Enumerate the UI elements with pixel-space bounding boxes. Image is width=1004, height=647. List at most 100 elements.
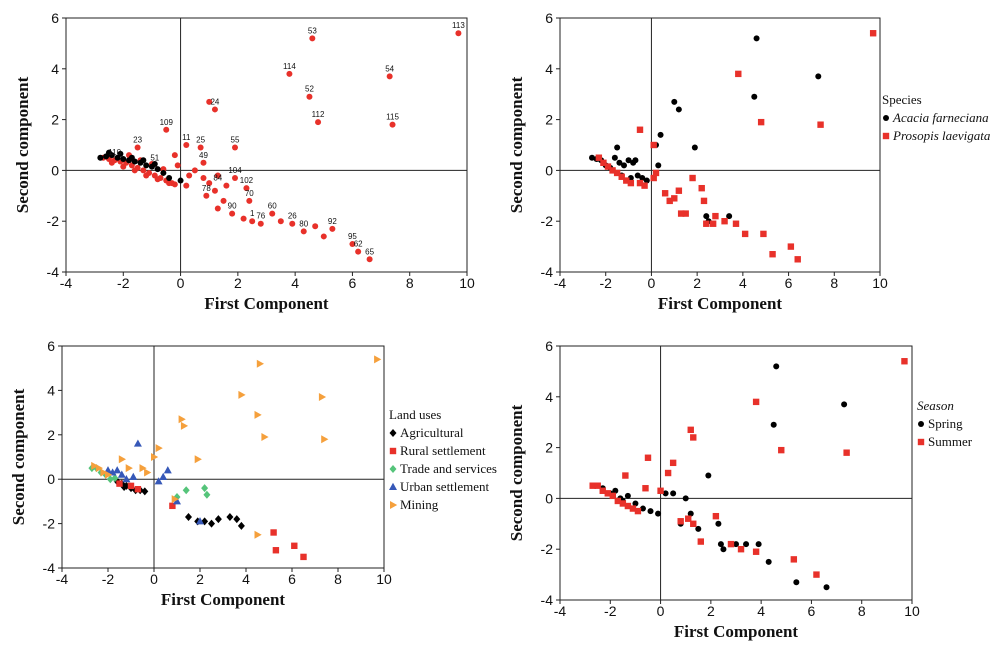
data-point	[111, 474, 119, 483]
x-tick-label: -2	[599, 275, 612, 291]
data-point	[208, 519, 215, 528]
data-point	[641, 182, 648, 189]
data-point	[625, 157, 632, 164]
x-axis-title: First Component	[161, 590, 286, 609]
x-tick-label: 2	[196, 571, 204, 587]
legend-item-label: Acacia farneciana	[892, 110, 989, 125]
data-point	[117, 470, 126, 478]
data-point	[636, 179, 644, 187]
data-point	[600, 159, 607, 166]
data-point	[206, 98, 213, 105]
data-point	[220, 197, 227, 204]
data-point	[642, 485, 649, 492]
legend-item-label: Spring	[928, 416, 963, 431]
legend-item-label: Summer	[928, 434, 973, 449]
data-point	[671, 195, 678, 202]
x-tick-label: -2	[102, 571, 115, 587]
data-point	[231, 144, 238, 151]
data-point	[594, 482, 601, 489]
point-label: 110	[108, 148, 121, 157]
y-tick-label: -4	[541, 264, 554, 280]
series-2	[595, 30, 877, 263]
data-point	[174, 162, 181, 169]
data-point	[120, 163, 127, 170]
data-point	[154, 477, 163, 485]
data-point	[201, 484, 209, 493]
data-point	[604, 163, 612, 170]
data-point	[794, 256, 801, 263]
data-point	[270, 529, 277, 536]
y-tick-label: -2	[47, 213, 60, 229]
point-label: 109	[160, 118, 174, 127]
data-point	[178, 415, 186, 424]
point-label: 80	[299, 219, 308, 228]
data-point	[169, 502, 176, 510]
y-tick-label: -4	[47, 264, 60, 280]
data-point	[277, 218, 284, 225]
data-point	[619, 500, 627, 507]
data-point	[609, 492, 616, 500]
data-point	[154, 176, 161, 183]
data-point	[214, 515, 222, 524]
data-point	[197, 144, 204, 151]
y-tick-label: -2	[43, 516, 56, 532]
data-point	[901, 358, 908, 365]
point-label: 112	[312, 110, 325, 119]
data-point	[636, 126, 644, 133]
x-tick-label: 10	[872, 275, 888, 291]
data-point	[613, 169, 621, 177]
data-point	[206, 180, 213, 187]
series-1	[592, 363, 848, 591]
data-point	[823, 584, 830, 591]
x-tick-label: 4	[291, 275, 299, 291]
data-point	[644, 454, 652, 461]
y-tick-label: 2	[51, 112, 59, 128]
data-point	[116, 480, 123, 487]
series-5	[91, 355, 382, 539]
data-point	[291, 542, 298, 549]
point-label: 62	[354, 240, 363, 249]
data-point	[154, 166, 161, 173]
point-label: 65	[365, 247, 374, 256]
data-point	[618, 173, 625, 180]
y-tick-label: -2	[541, 541, 554, 557]
data-point	[732, 220, 740, 227]
x-tick-label: 10	[904, 603, 920, 619]
legend-marker	[389, 447, 397, 455]
x-tick-label: 6	[785, 275, 793, 291]
data-point	[223, 182, 230, 189]
data-point	[125, 464, 133, 473]
data-point	[624, 492, 631, 499]
data-point	[650, 141, 657, 149]
series-2	[97, 149, 184, 184]
data-point	[246, 197, 253, 204]
data-point	[105, 470, 113, 479]
data-point	[841, 401, 848, 408]
y-tick-label: 6	[51, 10, 59, 26]
y-tick-label: 6	[545, 338, 553, 354]
data-point	[243, 185, 250, 192]
data-point	[151, 453, 159, 461]
x-tick-label: 0	[150, 571, 158, 587]
y-axis-title: Second component	[9, 388, 28, 525]
point-label: 76	[256, 212, 265, 221]
data-point	[108, 468, 117, 476]
data-point	[643, 177, 650, 184]
data-point	[843, 449, 850, 456]
data-point	[677, 518, 684, 525]
data-point	[655, 162, 662, 169]
data-point	[118, 455, 126, 464]
data-point	[171, 181, 178, 188]
point-label: 26	[288, 212, 297, 221]
data-point	[720, 546, 727, 553]
point-label: 1	[250, 209, 255, 218]
y-tick-label: 2	[47, 427, 55, 443]
data-point	[214, 205, 221, 212]
x-tick-label: 6	[808, 603, 816, 619]
data-point	[712, 212, 719, 220]
data-point	[229, 210, 236, 217]
data-point	[595, 154, 603, 161]
x-tick-label: 4	[757, 603, 765, 619]
series-2	[589, 358, 908, 578]
